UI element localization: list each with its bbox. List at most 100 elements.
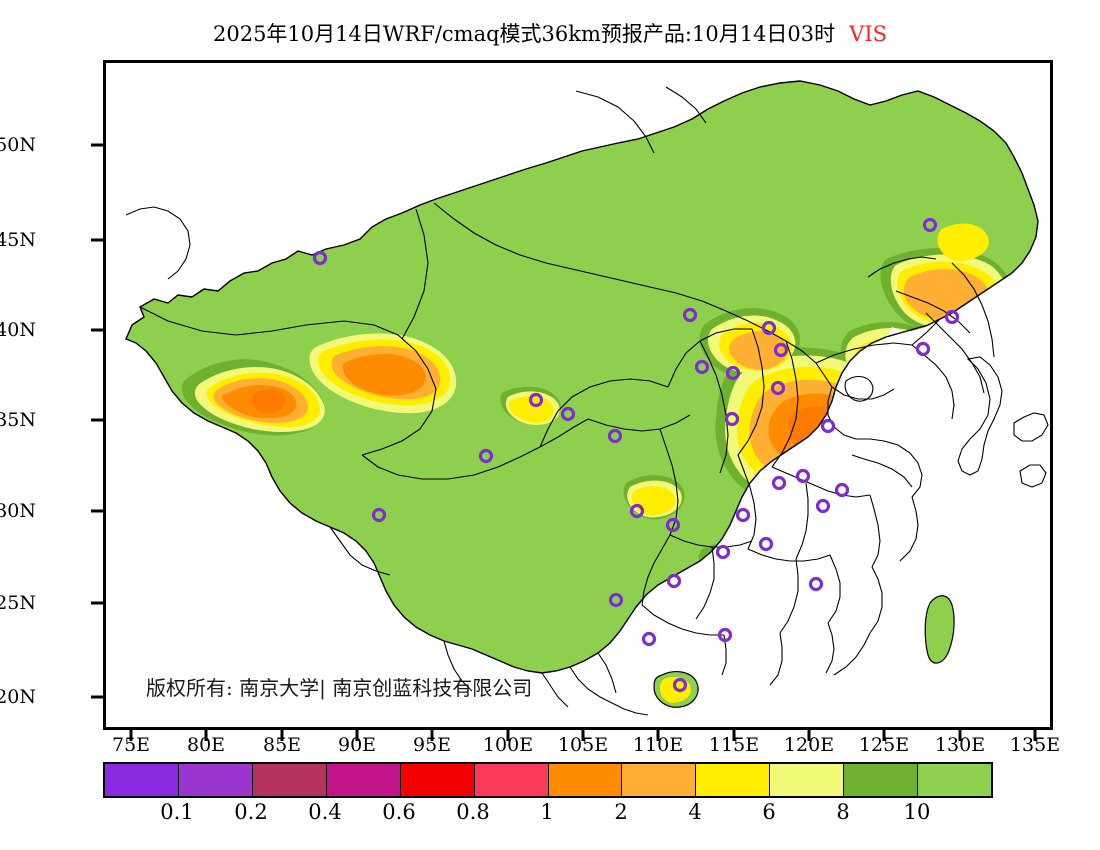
colorbar-tick-2: 2 [614,800,628,824]
station-marker [795,468,811,484]
station-marker [665,517,681,533]
x-axis-label-85e: 85E [262,734,302,756]
x-axis-label-95e: 95E [412,734,452,756]
colorbar-segment-0.8-1 [474,764,549,796]
station-marker [922,217,938,233]
colorbar-segment-gt-10 [918,764,992,796]
y-axis-tick-45n [91,238,103,242]
station-marker [715,544,731,560]
map-plot-frame [103,60,1053,730]
colorbar [103,762,993,798]
x-axis-tick-100e [506,730,510,741]
neighbor-coastlines [125,86,1049,716]
x-axis-label-110e: 110E [632,734,684,756]
colorbar-tick-4: 4 [688,800,702,824]
x-axis-tick-120e [807,730,811,741]
station-marker [773,342,789,358]
colorbar-segment-0.1-0.2 [178,764,253,796]
x-axis-label-100e: 100E [482,734,534,756]
station-marker [735,507,751,523]
land-base-layer [126,81,1038,673]
x-axis-tick-110e [656,730,660,741]
station-marker [478,448,494,464]
y-axis-tick-50n [91,143,103,147]
x-axis-label-130e: 130E [934,734,986,756]
station-marker [808,576,824,592]
bohai-yellow-sea-mask [854,327,976,497]
colorbar-segment-4-6 [696,764,771,796]
station-marker [608,592,624,608]
station-marker [820,418,836,434]
x-axis-label-90e: 90E [337,734,377,756]
y-axis-label-30n: 30N [0,500,36,522]
station-marker [724,411,740,427]
taiwan-island [924,595,955,664]
x-axis-tick-85e [280,730,284,741]
x-axis-label-125e: 125E [858,734,910,756]
x-axis-tick-135e [1033,730,1037,741]
station-marker [758,536,774,552]
colorbar-segment-8-10 [844,764,919,796]
station-marker [528,392,544,408]
station-marker [834,482,850,498]
station-marker [682,307,698,323]
colorbar-tick-0.8: 0.8 [456,800,490,824]
sea-mask-layer [854,327,976,497]
colorbar-segment-0.4-0.6 [326,764,401,796]
national-boundary [125,80,1039,674]
colorbar-segment-0.2-0.4 [252,764,327,796]
colorbar-segment-2-4 [622,764,697,796]
colorbar-tick-8: 8 [836,800,850,824]
x-axis-label-75e: 75E [111,734,151,756]
x-axis-tick-90e [355,730,359,741]
colorbar-tick-0.1: 0.1 [160,800,194,824]
station-marker [641,631,657,647]
station-marker [771,475,787,491]
colorbar-tick-6: 6 [762,800,776,824]
station-marker [371,507,387,523]
y-axis-tick-25n [91,601,103,605]
colorbar-tick-1: 1 [540,800,554,824]
colorbar-tick-0.2: 0.2 [234,800,268,824]
title-variable-label: VIS [849,22,888,46]
colorbar-segment-0.6-0.8 [400,764,475,796]
y-axis-tick-35n [91,418,103,422]
x-axis-tick-130e [958,730,962,741]
x-axis-tick-75e [129,730,133,741]
colorbar-segment-6-8 [770,764,845,796]
x-axis-tick-115e [732,730,736,741]
x-axis-label-120e: 120E [783,734,835,756]
station-marker [761,320,777,336]
station-markers [312,217,960,693]
station-marker [815,498,831,514]
x-axis-label-80e: 80E [186,734,226,756]
colorbar-segment-1-2 [548,764,623,796]
station-marker [725,365,741,381]
station-marker [717,627,733,643]
x-axis-tick-105e [581,730,585,741]
y-axis-label-40n: 40N [0,319,36,341]
colorbar-tick-labels: 0.1 0.2 0.4 0.6 0.8 1 2 4 6 8 10 [103,800,993,826]
china-map-svg [125,80,1049,716]
y-axis-label-50n: 50N [0,134,36,156]
map-canvas [106,63,1050,727]
y-axis-label-20n: 20N [0,686,36,708]
china-landmass-fill [126,81,1038,673]
station-marker [915,341,931,357]
x-axis-label-105e: 105E [557,734,609,756]
x-axis-tick-95e [430,730,434,741]
station-marker [944,309,960,325]
station-marker [607,428,623,444]
colorbar-tick-0.4: 0.4 [308,800,342,824]
page-title: 2025年10月14日WRF/cmaq模式36km预报产品:10月14日03时 V… [0,18,1100,48]
station-marker [770,380,786,396]
station-marker [672,677,688,693]
x-axis-tick-80e [204,730,208,741]
station-marker [560,406,576,422]
station-marker [666,573,682,589]
copyright-watermark: 版权所有: 南京大学| 南京创蓝科技有限公司 [146,676,533,700]
station-marker [312,250,328,266]
y-axis-label-25n: 25N [0,592,36,614]
x-axis-label-135e: 135E [1009,734,1061,756]
